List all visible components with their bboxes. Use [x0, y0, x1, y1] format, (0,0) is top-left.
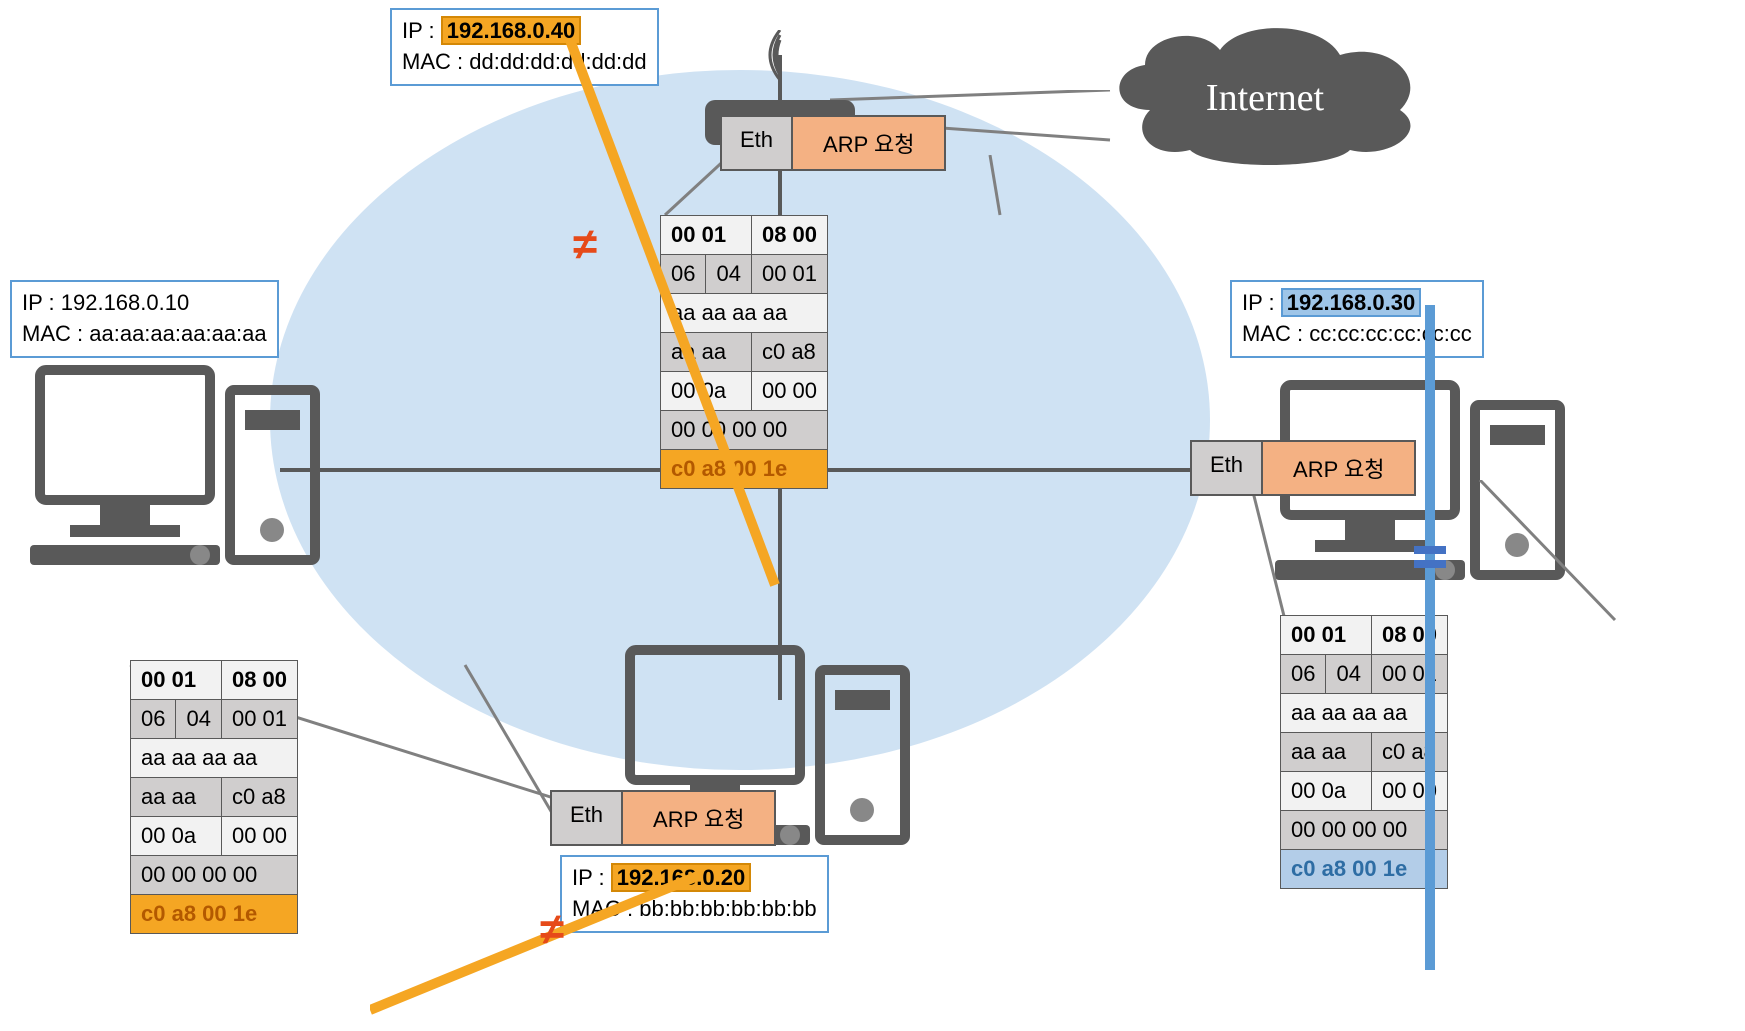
internet-cloud: Internet [1090, 10, 1450, 170]
arp-table-bottomleft: 00 0108 00 060400 01 aa aa aa aa aa aac0… [130, 660, 298, 934]
eq-right [1414, 540, 1446, 574]
host-left-mac: aa:aa:aa:aa:aa:aa [89, 321, 266, 346]
neq-bottom: ≠ [540, 905, 564, 955]
neq-top: ≠ [573, 220, 597, 270]
host-left-ip: 192.168.0.10 [61, 290, 189, 315]
compare-line-top [490, 30, 840, 600]
packet-right: Eth ARP 요청 [1190, 440, 1416, 496]
internet-label: Internet [1206, 77, 1325, 119]
pc-left [30, 360, 330, 580]
host-left-info: IP : 192.168.0.10 MAC : aa:aa:aa:aa:aa:a… [10, 280, 279, 358]
packet-bottom: Eth ARP 요청 [550, 790, 776, 846]
compare-line-right [1400, 300, 1460, 980]
target-ip-bl: c0 a8 00 1e [131, 895, 298, 934]
